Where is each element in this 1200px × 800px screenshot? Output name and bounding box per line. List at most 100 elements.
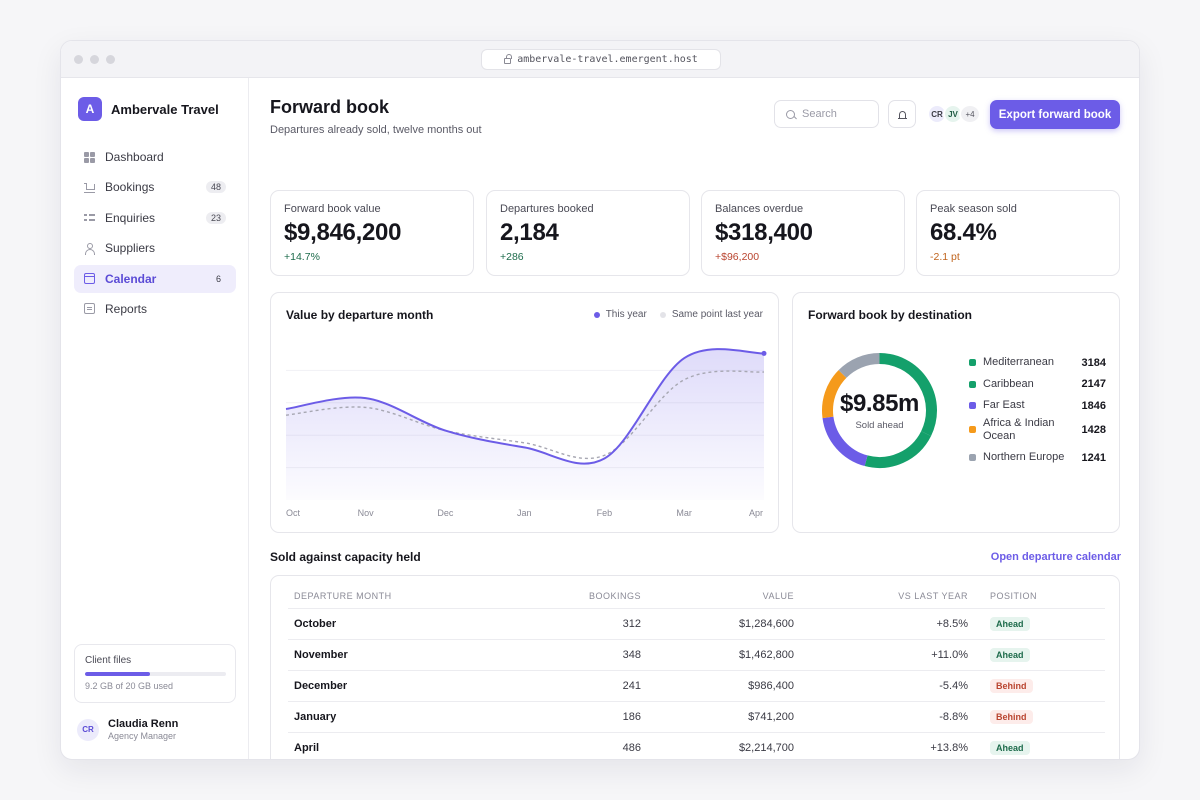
position-cell: Ahead bbox=[974, 608, 1105, 640]
kpi-value: 68.4% bbox=[930, 219, 997, 246]
table-row[interactable]: October 312 $1,284,600 +8.5% Ahead bbox=[288, 608, 1105, 640]
url-bar[interactable]: ambervale-travel.emergent.host bbox=[481, 49, 721, 70]
legend-label: Same point last year bbox=[671, 309, 763, 320]
value-cell: $986,400 bbox=[647, 670, 800, 702]
legend-item-this-year[interactable]: This year bbox=[593, 309, 647, 320]
brand[interactable]: A Ambervale Travel bbox=[78, 97, 219, 121]
series-area-this-year bbox=[286, 349, 764, 500]
minimize-dot[interactable] bbox=[90, 55, 99, 64]
vs-last-year-cell: -5.4% bbox=[800, 670, 974, 702]
destination-value: 2147 bbox=[1081, 378, 1106, 391]
chart-legend: This year Same point last year bbox=[593, 309, 763, 320]
destination-name: Caribbean bbox=[983, 377, 1034, 390]
kpi-label: Peak season sold bbox=[930, 203, 1017, 215]
position-cell: Behind bbox=[974, 701, 1105, 733]
line-chart bbox=[285, 348, 767, 500]
kpi-delta: +$96,200 bbox=[715, 251, 760, 263]
storage-widget: Client files 9.2 GB of 20 GB used bbox=[74, 644, 236, 703]
main-content: Forward book Departures already sold, tw… bbox=[250, 78, 1139, 759]
destination-value: 1846 bbox=[1081, 399, 1106, 412]
data-point-latest[interactable] bbox=[761, 350, 767, 356]
donut-slice[interactable] bbox=[822, 416, 868, 467]
kpi-label: Departures booked bbox=[500, 203, 594, 215]
cart-icon bbox=[84, 182, 95, 193]
report-icon bbox=[84, 303, 95, 315]
close-dot[interactable] bbox=[74, 55, 83, 64]
window-controls bbox=[74, 55, 115, 64]
open-departure-calendar-link[interactable]: Open departure calendar bbox=[990, 551, 1121, 563]
storage-progress bbox=[85, 672, 226, 676]
table-row[interactable]: April 486 $2,214,700 +13.8% Ahead bbox=[288, 732, 1105, 759]
destination-legend-item[interactable]: Africa & Indian Ocean 1428 bbox=[969, 417, 1106, 443]
more-collaborators-badge: +4 bbox=[959, 104, 981, 124]
sidebar-item-suppliers[interactable]: Suppliers bbox=[74, 234, 236, 262]
value-cell: $1,462,800 bbox=[647, 639, 800, 671]
chart-title: Value by departure month bbox=[286, 308, 434, 322]
url-text: ambervale-travel.emergent.host bbox=[517, 54, 698, 65]
sidebar-item-enquiries[interactable]: Enquiries 23 bbox=[74, 204, 236, 232]
x-tick-label: Dec bbox=[437, 508, 454, 518]
lock-icon bbox=[504, 53, 512, 64]
donut-slice[interactable] bbox=[864, 430, 931, 468]
destination-legend-item[interactable]: Northern Europe 1241 bbox=[969, 447, 1106, 469]
page-subtitle: Departures already sold, twelve months o… bbox=[270, 124, 482, 136]
browser-titlebar: ambervale-travel.emergent.host bbox=[61, 41, 1139, 78]
sidebar-item-bookings[interactable]: Bookings 48 bbox=[74, 173, 236, 201]
destination-legend-item[interactable]: Far East 1846 bbox=[969, 395, 1106, 417]
collaborators[interactable]: CR JV +4 bbox=[927, 104, 981, 124]
export-forward-book-button[interactable]: Export forward book bbox=[990, 100, 1120, 129]
x-tick-label: Feb bbox=[596, 508, 613, 518]
donut-slice[interactable] bbox=[879, 353, 937, 437]
x-tick-label: Apr bbox=[749, 508, 764, 518]
bookings-cell: 241 bbox=[545, 670, 647, 702]
user-profile[interactable]: CR Claudia Renn Agency Manager bbox=[77, 718, 178, 741]
user-icon bbox=[84, 242, 95, 255]
kpi-value: $9,846,200 bbox=[284, 219, 402, 246]
kpi-delta: +286 bbox=[500, 251, 524, 263]
kpi-delta: +14.7% bbox=[284, 251, 320, 263]
bookings-cell: 312 bbox=[545, 608, 647, 640]
x-tick-label: Jan bbox=[517, 508, 532, 518]
search-icon bbox=[786, 109, 795, 119]
legend-swatch bbox=[969, 402, 976, 410]
kpi-value: $318,400 bbox=[715, 219, 813, 246]
kpi-delta: -2.1 pt bbox=[930, 251, 960, 263]
notifications-button[interactable] bbox=[888, 100, 916, 128]
destination-legend: Mediterranean 3184 Caribbean 2147 Far East 18… bbox=[969, 352, 1106, 468]
column-header[interactable]: POSITION bbox=[974, 585, 1105, 609]
donut-slice[interactable] bbox=[822, 370, 847, 419]
count-badge: 48 bbox=[205, 181, 226, 194]
table-row[interactable]: January 186 $741,200 -8.8% Behind bbox=[288, 701, 1105, 733]
kpi-card-balances-overdue: Balances overdue $318,400 +$96,200 bbox=[701, 190, 905, 276]
donut-center: $9.85m Sold ahead bbox=[821, 352, 938, 469]
capacity-table-card: DEPARTURE MONTH BOOKINGS VALUE VS LAST Y… bbox=[270, 575, 1120, 759]
column-header[interactable]: BOOKINGS bbox=[545, 585, 647, 609]
sidebar-item-calendar[interactable]: Calendar 6 bbox=[74, 264, 236, 293]
donut-slice[interactable] bbox=[838, 353, 880, 379]
kpi-card-departures-booked: Departures booked 2,184 +286 bbox=[486, 190, 690, 276]
browser-window: ambervale-travel.emergent.host A Amberva… bbox=[60, 40, 1140, 760]
table-row[interactable]: December 241 $986,400 -5.4% Behind bbox=[288, 670, 1105, 702]
table-row[interactable]: November 348 $1,462,800 +11.0% Ahead bbox=[288, 639, 1105, 671]
destination-chart-card: Forward book by destination $9.85m Sold … bbox=[792, 292, 1120, 533]
kpi-label: Forward book value bbox=[284, 203, 381, 215]
donut-total-label: Sold ahead bbox=[855, 420, 904, 431]
column-header[interactable]: DEPARTURE MONTH bbox=[288, 585, 545, 609]
section-title: Sold against capacity held bbox=[270, 550, 421, 564]
sidebar-item-reports[interactable]: Reports bbox=[74, 295, 236, 323]
month-cell: December bbox=[288, 670, 545, 702]
chart-title: Forward book by destination bbox=[808, 308, 973, 322]
maximize-dot[interactable] bbox=[106, 55, 115, 64]
column-header[interactable]: VS LAST YEAR bbox=[800, 585, 974, 609]
legend-swatch bbox=[969, 359, 976, 367]
month-cell: November bbox=[288, 639, 545, 671]
status-badge: Ahead bbox=[990, 616, 1030, 631]
table-header-row: DEPARTURE MONTH BOOKINGS VALUE VS LAST Y… bbox=[288, 585, 1105, 609]
storage-used-text: 9.2 GB of 20 GB used bbox=[85, 681, 174, 691]
destination-legend-item[interactable]: Caribbean 2147 bbox=[969, 374, 1106, 396]
sidebar-item-dashboard[interactable]: Dashboard bbox=[74, 143, 236, 171]
column-header[interactable]: VALUE bbox=[647, 585, 800, 609]
destination-legend-item[interactable]: Mediterranean 3184 bbox=[969, 352, 1106, 374]
search-input[interactable]: Search bbox=[774, 100, 879, 128]
legend-item-last-year[interactable]: Same point last year bbox=[659, 309, 763, 320]
